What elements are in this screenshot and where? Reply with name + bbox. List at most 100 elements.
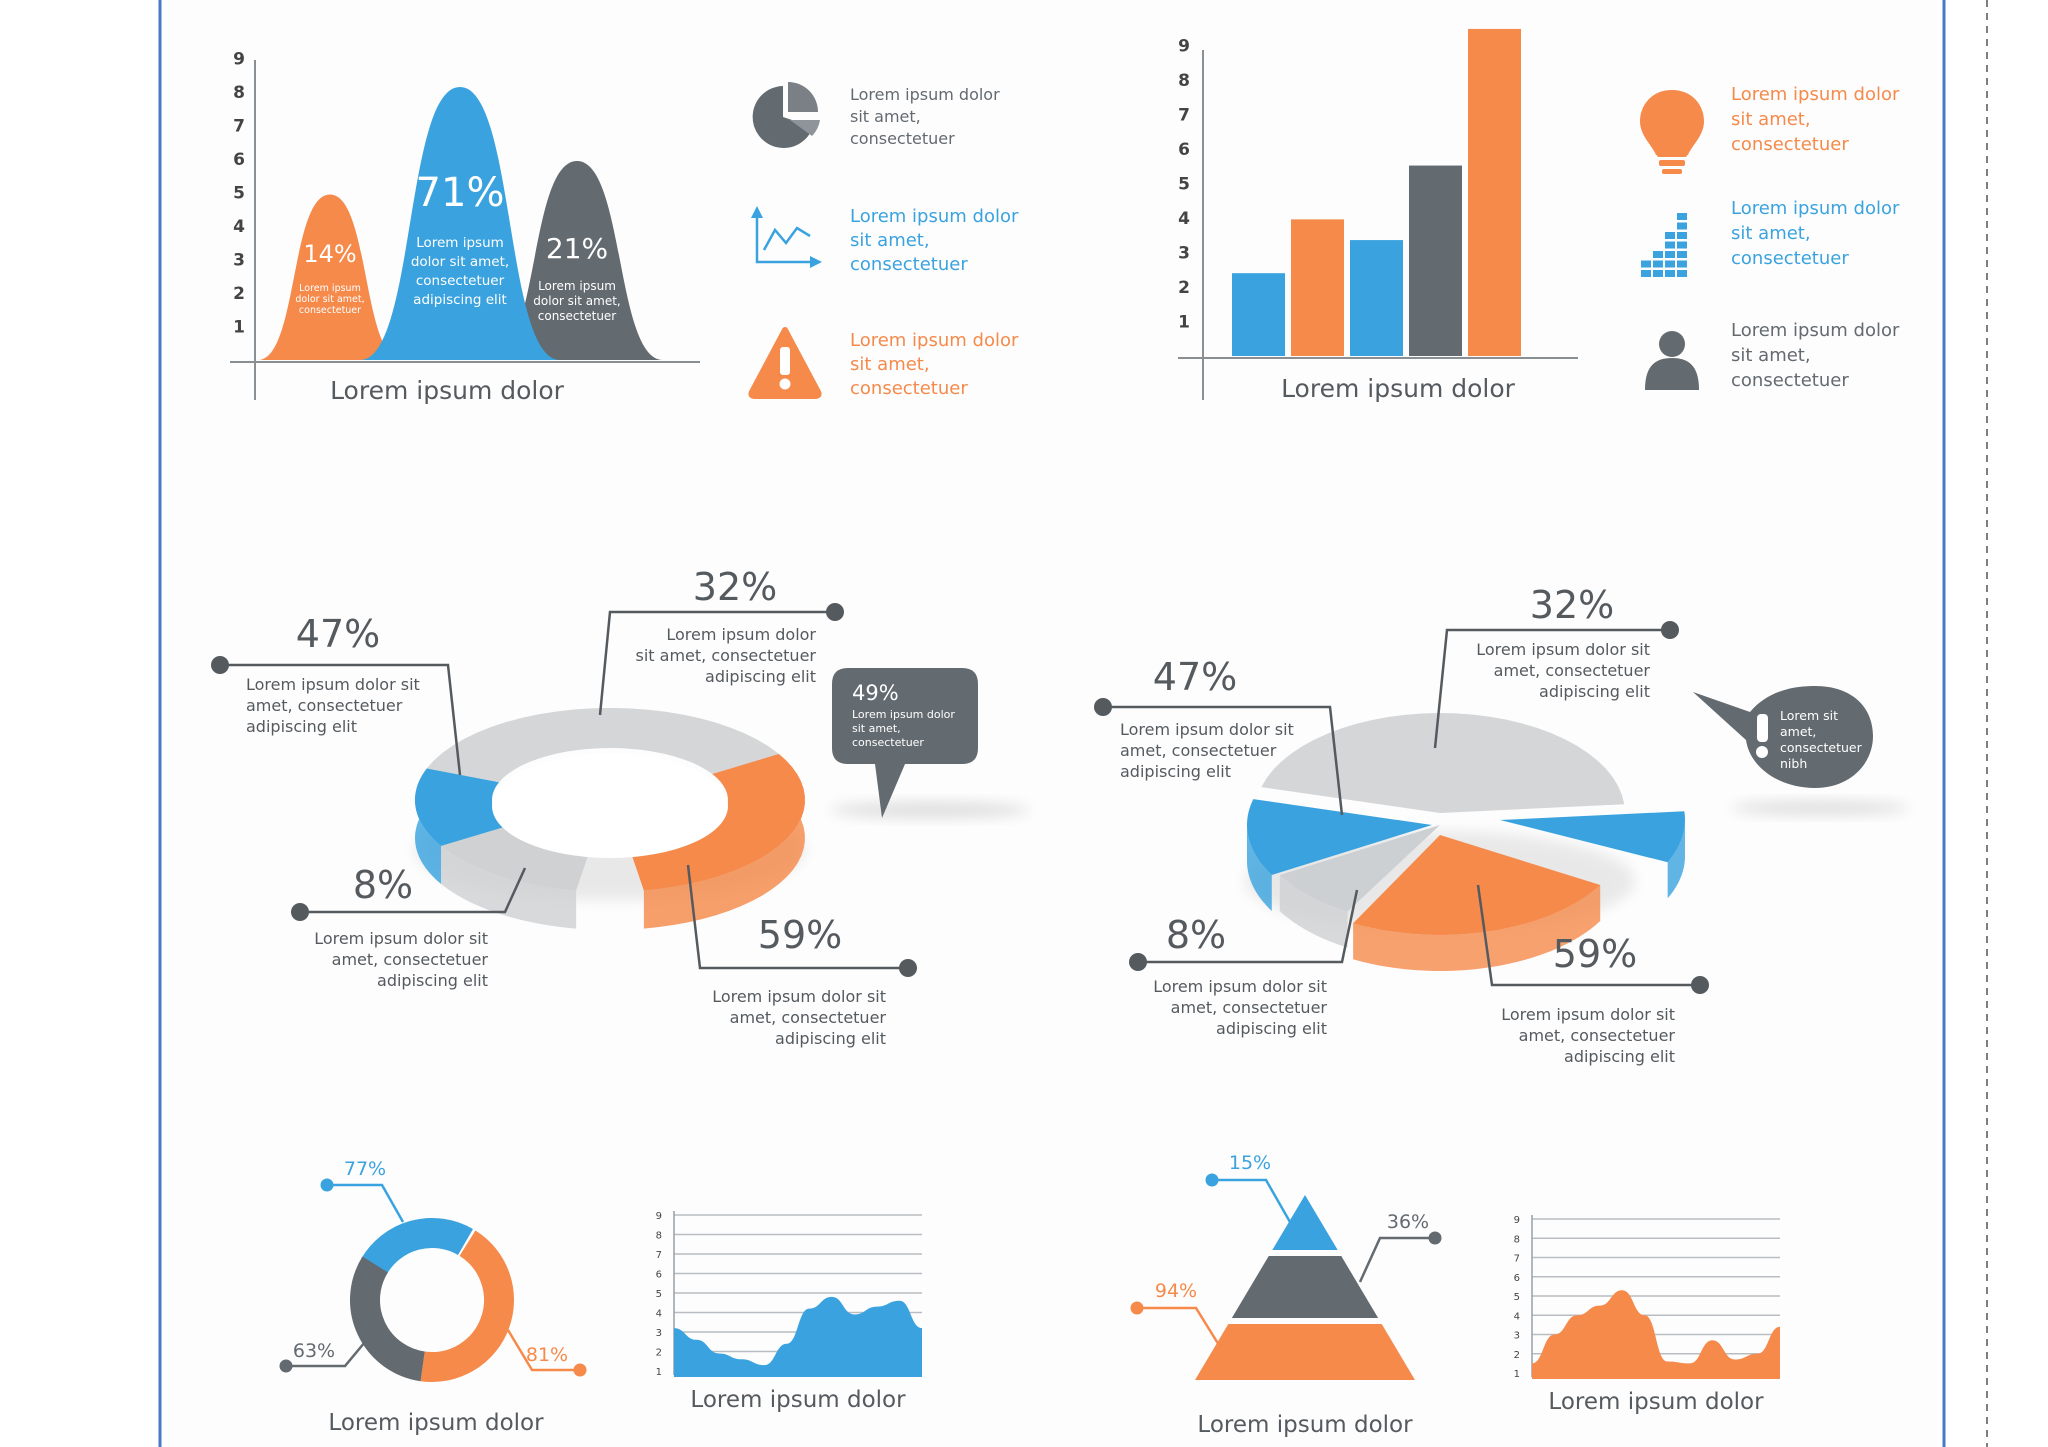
y-tick-label: 6 [1178,140,1190,160]
slice-caption: Lorem ipsum dolor sit [1153,977,1327,996]
pyramid-chart: 15% 36% 94% Lorem ipsum dolor [1130,1152,1442,1438]
pie-blue-side [1247,825,1272,911]
slice-caption: amet, consectetuer [246,696,403,715]
slice-caption: amet, consectetuer [730,1008,887,1027]
slice-caption: adipiscing elit [1120,762,1231,781]
growth-block [1665,270,1675,277]
legend-text: sit amet, [850,107,921,126]
pie-orange-side [1353,885,1601,971]
y-tick-label: 2 [233,284,245,304]
leader-dot [1428,1231,1442,1245]
leader-dot [279,1359,293,1373]
x-axis-label: Lorem ipsum dolor [330,376,565,405]
legend-text: sit amet, [1731,109,1811,130]
slice-caption: amet, consectetuer [332,950,489,969]
slice-caption: Lorem ipsum dolor sit [712,987,886,1006]
area-fill [1532,1290,1780,1379]
ring-hole [492,754,728,858]
legend-text: sit amet, [1731,223,1811,244]
pyramid-percent: 36% [1387,1211,1429,1233]
x-axis-label: Lorem ipsum dolor [1281,374,1516,403]
leader-dot [899,959,917,977]
donut-caption: Lorem ipsum dolor [328,1410,544,1436]
leader-line [286,1335,371,1368]
ring-orange-side [643,754,805,929]
peak-caption: dolor sit amet, [295,294,364,305]
area-peaks-legend: Lorem ipsum dolor sit amet, consectetuer Lo… [748,82,1019,399]
y-tick-label: 9 [656,1211,662,1222]
y-tick-label: 7 [1178,106,1190,126]
y-tick-label: 4 [233,217,245,237]
leader-line [220,663,462,776]
leader-dot [1661,621,1679,639]
slice-caption: adipiscing elit [377,971,488,990]
legend-text: consectetuer [1731,248,1849,269]
y-tick-label: 5 [233,184,245,204]
bar-chart: 1 2 3 4 5 6 7 8 9 Lorem ipsum dolor [1178,28,1578,403]
legend-text: Lorem ipsum dolor [850,206,1019,227]
bulb-base-3 [1662,169,1682,174]
pie-gray-back-top [1261,713,1625,813]
peak-caption: Lorem ipsum [416,235,504,251]
legend-text: Lorem ipsum dolor [850,85,1000,104]
legend-text: consectetuer [1731,370,1849,391]
slice-caption: adipiscing elit [1539,682,1650,701]
y-tick-label: 7 [656,1250,662,1261]
pyramid-level-orange [1195,1324,1415,1380]
leader-line [1212,1178,1292,1223]
leader-dot [1205,1173,1219,1187]
growth-block [1653,260,1663,268]
y-tick-label: 7 [1514,1254,1520,1265]
y-tick-label: 2 [1178,278,1190,298]
y-tick-label: 1 [233,318,245,338]
peak-caption: consectetuer [299,305,361,316]
bulb-base-2 [1659,160,1685,166]
growth-block [1677,232,1687,239]
x-axis-label: Lorem ipsum dolor [690,1387,906,1413]
slice-caption: Lorem ipsum dolor sit [314,929,488,948]
bar [1350,240,1403,356]
warning-icon [748,327,822,399]
peak-blue [360,87,560,360]
slice-caption: adipiscing elit [775,1029,886,1048]
bubble-exclaim-bar [1757,714,1768,742]
person-head [1659,331,1685,357]
leader-line [1103,705,1344,816]
growth-block [1641,260,1651,268]
pie-blue-top [1247,799,1432,875]
line-icon-axes [755,212,816,264]
line-icon-arrow-right [810,256,822,268]
donut-blue [360,1218,473,1275]
pie-blue-exploded-top [1500,811,1685,863]
leader-line [506,1329,580,1372]
slice-caption: Lorem ipsum dolor sit [1120,720,1294,739]
donut-chart: 77% 81% 63% Lorem ipsum dolor [279,1158,587,1436]
slice-percent: 47% [1153,655,1237,699]
line-icon-trend [762,226,811,251]
leader-line [327,1183,405,1223]
bulb-glass [1640,90,1704,155]
ring-blue-top [415,768,508,846]
peak-percent-label: 14% [303,240,356,268]
person-body [1645,358,1699,390]
peak-caption: Lorem ipsum [538,279,616,293]
bubble-text: Lorem ipsum dolor [852,708,955,721]
legend-text: consectetuer [1731,134,1849,155]
y-tick-label: 6 [1514,1273,1520,1284]
speech-bubble [832,668,978,818]
bubble-text: sit amet, [852,722,901,735]
leader-line [300,867,527,914]
peak-caption: dolor sit amet, [533,294,620,308]
y-tick-label: 5 [656,1289,662,1300]
leader-dot [1130,1301,1144,1315]
donut-percent: 81% [526,1344,568,1366]
growth-block [1677,222,1687,230]
pyramid-percent: 15% [1229,1152,1271,1174]
bar-growth-icon [1641,213,1687,277]
leader-line [1433,628,1670,749]
bubble-shadow [830,802,1030,818]
peak-caption: adipiscing elit [413,292,507,308]
pyramid-level-blue [1272,1195,1338,1250]
y-tick-label: 4 [656,1309,662,1320]
bubble-shadow [1730,801,1910,815]
